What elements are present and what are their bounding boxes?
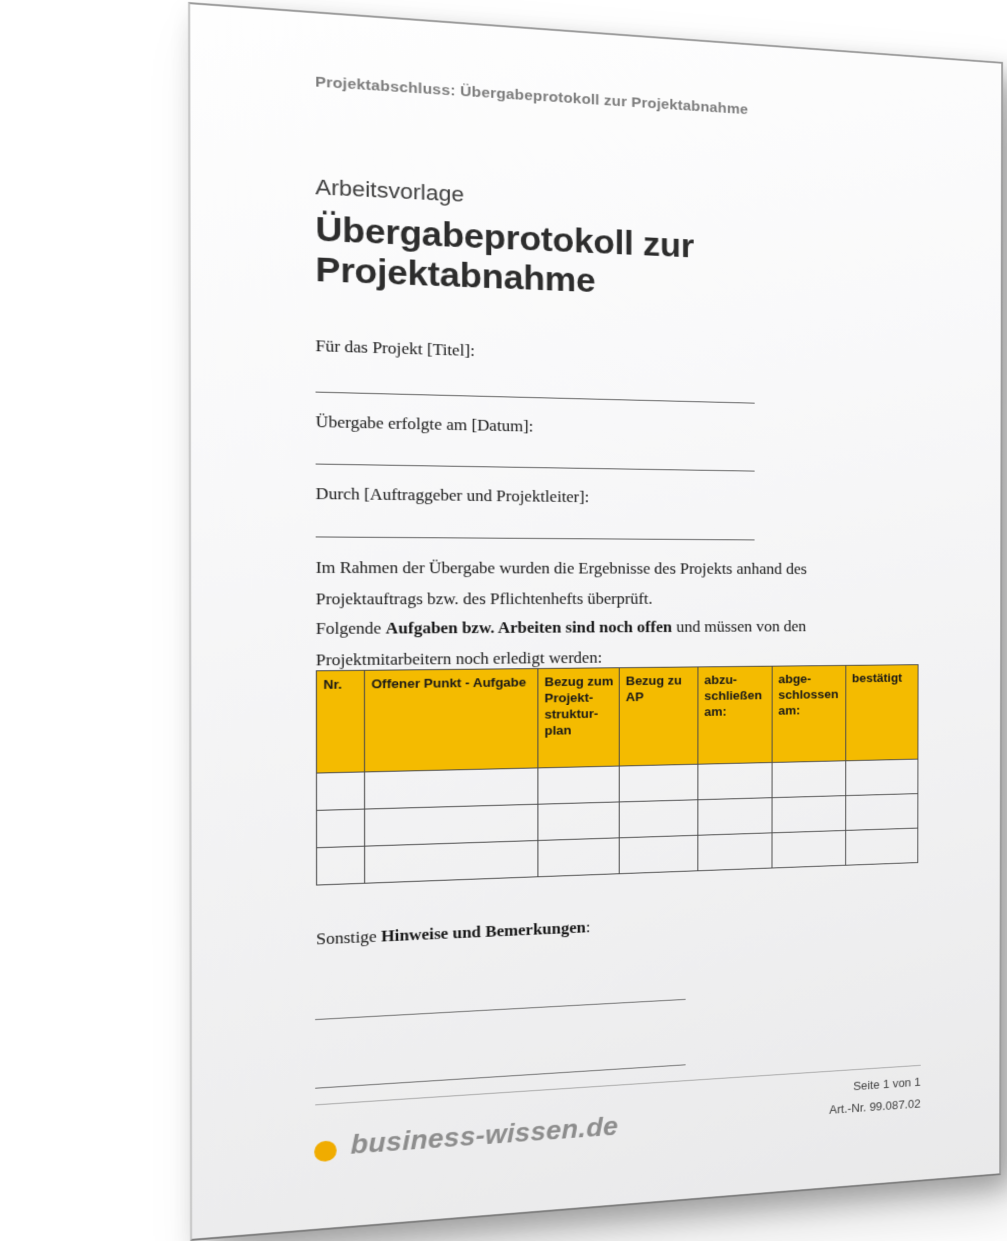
- logo-dot-icon: [314, 1140, 337, 1163]
- table-cell: [537, 801, 620, 841]
- table-cell: [619, 835, 698, 874]
- table-cell: [316, 846, 365, 886]
- table-cell: [697, 762, 773, 800]
- open-tasks-prefix: Folgende: [315, 618, 386, 638]
- table-cell: [845, 759, 918, 796]
- table-cell: [364, 840, 538, 884]
- table-cell: [619, 799, 698, 838]
- notes-bold: Hinweise und Bemerkungen: [381, 918, 586, 946]
- notes-suffix: :: [585, 917, 591, 937]
- header-cell-completed-date: abge-schlossen am:: [772, 665, 846, 763]
- table-cell: [619, 764, 698, 802]
- open-tasks-bold: Aufgaben bzw. Arbeiten sind noch offen: [385, 617, 673, 638]
- field-line-by-whom: [315, 536, 755, 541]
- field-label-by-whom: Durch [Auftraggeber und Projektleiter]:: [315, 484, 590, 507]
- header-cell-confirmed: bestätigt: [845, 664, 919, 761]
- header-cell-wbs-reference: Bezug zum Projekt-struktur-plan: [537, 667, 620, 768]
- page-title: Übergabeprotokoll zur Projektabnahme: [315, 209, 875, 311]
- blank-line-1: [315, 998, 686, 1021]
- table-cell: [364, 804, 538, 847]
- field-line-project-title: [315, 391, 755, 404]
- table-cell: [316, 771, 365, 811]
- table-cell: [772, 760, 846, 798]
- header-cell-ap-reference: Bezug zu AP: [619, 666, 698, 767]
- table-cell: [845, 828, 918, 866]
- document-page: Projektabschluss: Übergabeprotokoll zur …: [188, 2, 1004, 1241]
- table-cell: [537, 837, 620, 877]
- table-cell: [697, 832, 773, 871]
- table-cell: [772, 795, 846, 833]
- notes-line: Sonstige Hinweise und Bemerkungen:: [316, 918, 590, 949]
- header-cell-nr: Nr.: [316, 670, 365, 774]
- tasks-table: Nr. Offener Punkt - Aufgabe Bezug zum Pr…: [316, 664, 919, 886]
- table-cell: [537, 766, 620, 805]
- field-label-handover-date: Übergabe erfolgte am [Datum]:: [315, 412, 534, 436]
- table-cell: [697, 797, 773, 836]
- header-cell-open-item: Offener Punkt - Aufgabe: [364, 668, 538, 772]
- field-label-project-title: Für das Projekt [Titel]:: [315, 336, 475, 360]
- document-header-line: Projektabschluss: Übergabeprotokoll zur …: [315, 73, 749, 118]
- blank-line-2: [315, 1064, 686, 1089]
- table-cell: [316, 809, 365, 848]
- table-cell: [845, 793, 918, 831]
- table-cell: [364, 767, 538, 810]
- notes-prefix: Sonstige: [316, 926, 382, 949]
- field-line-handover-date: [315, 463, 755, 472]
- header-cell-due-date: abzu-schließen am:: [697, 666, 773, 765]
- brand-logo-text: business-wissen.de: [350, 1111, 619, 1160]
- table-cell: [771, 830, 846, 868]
- intro-paragraph: Im Rahmen der Übergabe wurden die Ergebn…: [315, 558, 807, 609]
- tasks-table-header-row: Nr. Offener Punkt - Aufgabe Bezug zum Pr…: [316, 664, 919, 774]
- kicker-label: Arbeitsvorlage: [315, 174, 464, 207]
